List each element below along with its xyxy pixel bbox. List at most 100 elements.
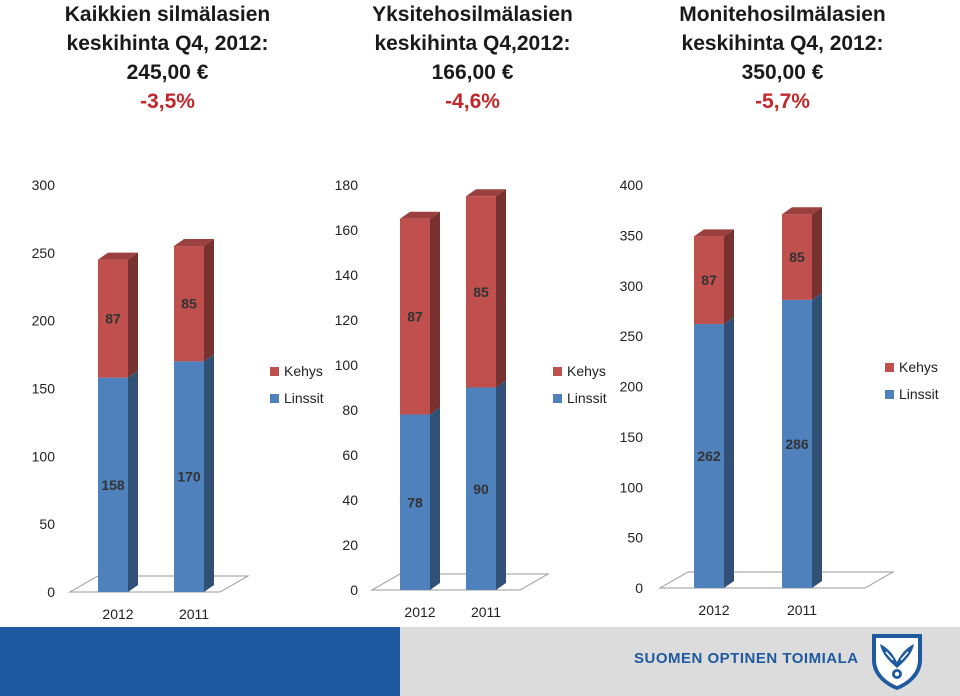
y-tick-label: 120	[335, 312, 359, 328]
heading-change: -5,7%	[755, 90, 810, 113]
winged-shield-logo-icon	[872, 634, 922, 690]
data-label-linssit: 262	[697, 448, 721, 464]
bar-kehys-side	[128, 252, 138, 378]
bar-linssit-front	[98, 377, 128, 592]
legend-swatch-linssit	[885, 390, 894, 399]
x-tick-label: 2012	[102, 606, 133, 622]
data-label-kehys: 85	[473, 284, 489, 300]
bar-linssit-front	[400, 414, 430, 590]
heading-title: Yksitehosilmälasien	[372, 3, 573, 26]
chart-floor	[68, 575, 250, 593]
bar-kehys-side	[430, 211, 440, 415]
bar-linssit-front	[694, 324, 724, 588]
bar-linssit-side	[128, 370, 138, 592]
data-label-kehys: 85	[789, 249, 805, 265]
footer-brand-text: SUOMEN OPTINEN TOIMIALA	[634, 650, 859, 667]
y-tick-label: 300	[32, 177, 56, 193]
legend-swatch-kehys	[553, 367, 562, 376]
y-tick-label: 140	[335, 267, 359, 283]
y-tick-label: 0	[47, 584, 55, 600]
y-tick-label: 160	[335, 222, 359, 238]
y-tick-label: 100	[32, 448, 56, 464]
y-tick-label: 200	[32, 313, 56, 329]
y-tick-label: 300	[620, 278, 644, 294]
y-tick-label: 100	[620, 479, 644, 495]
y-tick-label: 200	[620, 379, 644, 395]
heading-title: Kaikkien silmälasien	[64, 3, 271, 26]
bar-top-face	[694, 229, 734, 237]
legend-label-kehys: Kehys	[899, 359, 938, 375]
bar-top-face	[98, 252, 138, 260]
x-tick-label: 2011	[471, 604, 501, 620]
y-tick-label: 50	[627, 530, 643, 546]
bar-linssit-side	[204, 354, 214, 592]
bar-kehys-side	[496, 189, 506, 388]
x-tick-label: 2012	[404, 604, 435, 620]
heading-change: -4,6%	[445, 90, 500, 113]
legend-label-kehys: Kehys	[567, 363, 606, 379]
legend-label-linssit: Linssit	[899, 386, 939, 402]
chart-floor	[370, 573, 550, 591]
charts-area: 050100150200250300158872012170852011Kehy…	[32, 177, 939, 622]
data-label-kehys: 87	[407, 309, 423, 325]
y-tick-label: 80	[342, 402, 358, 418]
bar-kehys-side	[724, 229, 734, 325]
bar-kehys-front	[174, 246, 204, 362]
legend-swatch-kehys	[885, 363, 894, 372]
bar-linssit-side	[812, 292, 822, 588]
y-tick-label: 250	[620, 328, 644, 344]
bar-kehys-front	[98, 259, 128, 378]
bar-kehys-front	[694, 236, 724, 325]
data-label-linssit: 286	[785, 436, 809, 452]
y-tick-label: 0	[635, 580, 643, 596]
y-tick-label: 60	[342, 447, 358, 463]
legend-label-linssit: Linssit	[567, 390, 607, 406]
legend-swatch-linssit	[553, 394, 562, 403]
bar-kehys-front	[400, 218, 430, 415]
legend-swatch-kehys	[270, 367, 279, 376]
data-label-kehys: 87	[105, 311, 121, 327]
heading-single-vision: Yksitehosilmälasien keskihinta Q4,2012: …	[345, 0, 600, 116]
bar-top-face	[400, 211, 440, 219]
heading-title: Monitehosilmälasien	[679, 3, 886, 26]
heading-multifocal: Monitehosilmälasien keskihinta Q4, 2012:…	[655, 0, 910, 116]
y-tick-label: 50	[39, 516, 55, 532]
heading-period: keskihinta Q4, 2012:	[681, 32, 884, 55]
bar-kehys-side	[812, 207, 822, 300]
y-tick-label: 350	[620, 227, 644, 243]
data-label-kehys: 85	[181, 296, 197, 312]
y-tick-label: 100	[335, 357, 359, 373]
y-tick-label: 150	[32, 381, 56, 397]
bar-top-face	[174, 239, 214, 247]
x-tick-label: 2011	[787, 602, 817, 618]
data-label-kehys: 87	[701, 272, 717, 288]
data-label-linssit: 170	[177, 469, 201, 485]
footer-blue-band	[0, 627, 400, 696]
bar-kehys-front	[466, 196, 496, 388]
bar-linssit-front	[174, 361, 204, 592]
y-tick-label: 400	[620, 177, 644, 193]
data-label-linssit: 90	[473, 481, 489, 497]
legend-label-linssit: Linssit	[284, 390, 324, 406]
footer-grey-band	[400, 627, 960, 696]
data-label-linssit: 158	[101, 477, 125, 493]
y-tick-label: 20	[342, 537, 358, 553]
bar-linssit-front	[782, 299, 812, 588]
y-tick-label: 40	[342, 492, 358, 508]
y-tick-label: 180	[335, 177, 359, 193]
heading-change: -3,5%	[140, 90, 195, 113]
heading-price: 350,00 €	[741, 61, 824, 84]
y-tick-label: 250	[32, 245, 56, 261]
bar-linssit-side	[496, 380, 506, 590]
y-tick-label: 0	[350, 582, 358, 598]
bar-linssit-side	[430, 407, 440, 590]
heading-all-glasses: Kaikkien silmälasien keskihinta Q4, 2012…	[40, 0, 295, 116]
y-tick-label: 150	[620, 429, 644, 445]
x-tick-label: 2011	[179, 606, 209, 622]
bar-linssit-front	[466, 387, 496, 590]
heading-period: keskihinta Q4,2012:	[374, 32, 571, 55]
heading-price: 166,00 €	[431, 61, 514, 84]
bar-kehys-side	[204, 239, 214, 362]
legend-label-kehys: Kehys	[284, 363, 323, 379]
bar-kehys-front	[782, 214, 812, 300]
